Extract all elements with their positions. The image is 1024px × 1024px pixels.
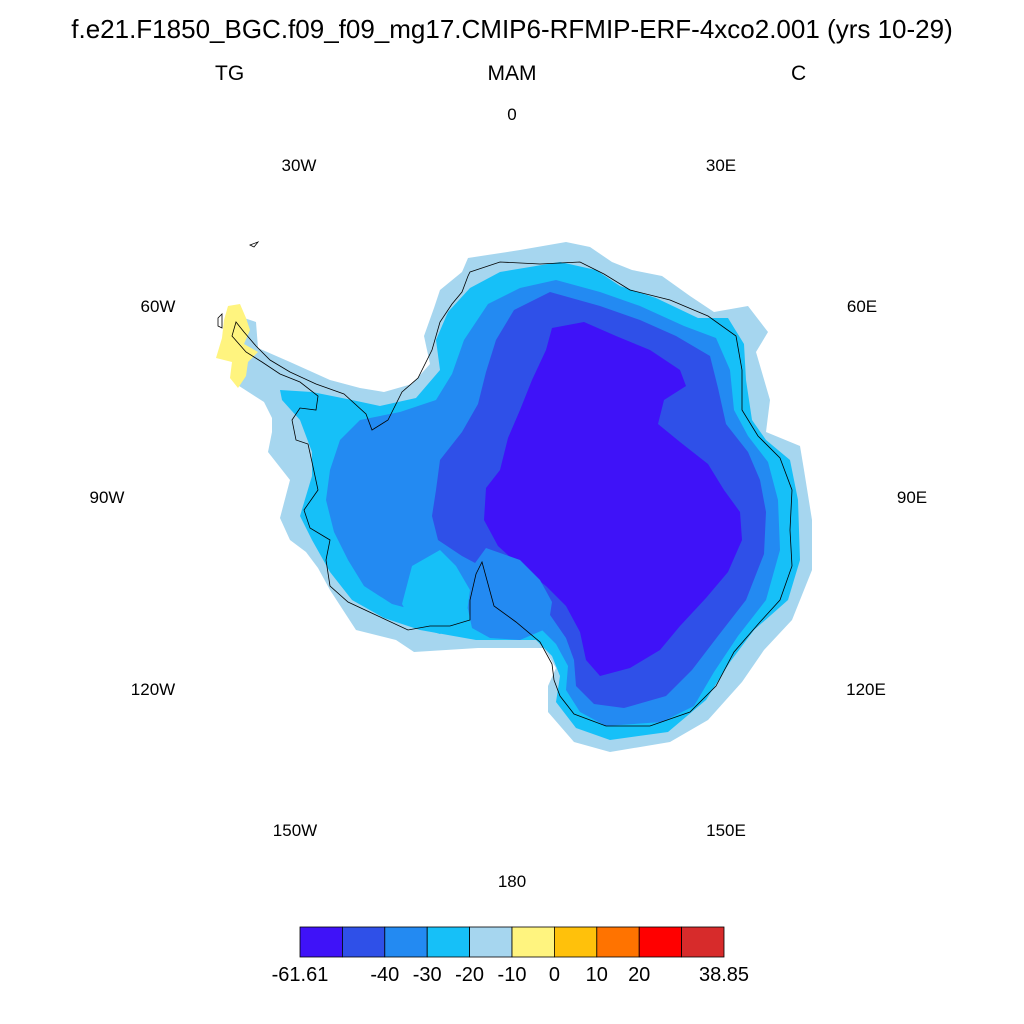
longitude-label-lon-120w: 120W [131, 680, 175, 699]
island-outline-2 [217, 313, 223, 329]
colorbar-swatch-9 [681, 926, 725, 958]
coastline [231, 261, 793, 727]
colorbar-swatch-8 [638, 926, 683, 958]
longitude-label-lon-60w: 60W [141, 297, 176, 316]
colorbar-label-6: 10 [586, 964, 608, 986]
colorbar: -61.61 -40 -30 -20 -10 0 10 20 38.85 [272, 926, 749, 986]
variable-label: TG [215, 62, 245, 85]
season-label: MAM [487, 62, 537, 85]
peninsula-yellow [216, 304, 258, 388]
longitude-label-lon-90w: 90W [90, 488, 125, 507]
colorbar-label-2: -30 [413, 964, 442, 986]
colorbar-swatch-7 [596, 926, 640, 958]
map-title: f.e21.F1850_BGC.f09_f09_mg17.CMIP6-RFMIP… [71, 14, 953, 44]
longitude-label-lon-0: 0 [507, 105, 516, 124]
colorbar-label-0: -61.61 [272, 964, 329, 986]
colorbar-swatch-1 [341, 926, 386, 958]
colorbar-swatch-0 [299, 926, 343, 958]
longitude-label-lon-120e: 120E [846, 680, 886, 699]
colorbar-label-4: -10 [498, 964, 527, 986]
colorbar-label-8: 38.85 [699, 964, 749, 986]
map-fill-layers [216, 242, 812, 752]
ross-shelf-patch [466, 548, 552, 640]
longitude-label-lon-30e: 30E [706, 156, 736, 175]
colorbar-swatch-6 [554, 926, 598, 958]
longitude-label-lon-180: 180 [498, 872, 526, 891]
longitude-labels: 0 30E 60E 90E 120E 150E 180 150W 120W 90W 60W 30W [90, 105, 928, 891]
colorbar-label-1: -40 [370, 964, 399, 986]
longitude-label-lon-30w: 30W [282, 156, 317, 175]
colorbar-swatch-4 [469, 926, 513, 958]
colorbar-label-7: 20 [628, 964, 650, 986]
colorbar-swatch-3 [426, 926, 471, 958]
longitude-label-lon-60e: 60E [847, 297, 877, 316]
west-antarctic-patch [402, 550, 470, 634]
longitude-label-lon-150e: 150E [706, 821, 746, 840]
island-outline [249, 241, 260, 248]
colorbar-swatch-5 [511, 926, 555, 958]
longitude-label-lon-150w: 150W [273, 821, 317, 840]
colorbar-label-5: 0 [549, 964, 560, 986]
colorbar-label-3: -20 [455, 964, 484, 986]
units-label: C [791, 62, 807, 85]
colorbar-swatch-2 [384, 926, 428, 958]
longitude-label-lon-90e: 90E [897, 488, 927, 507]
band-core [484, 322, 742, 676]
